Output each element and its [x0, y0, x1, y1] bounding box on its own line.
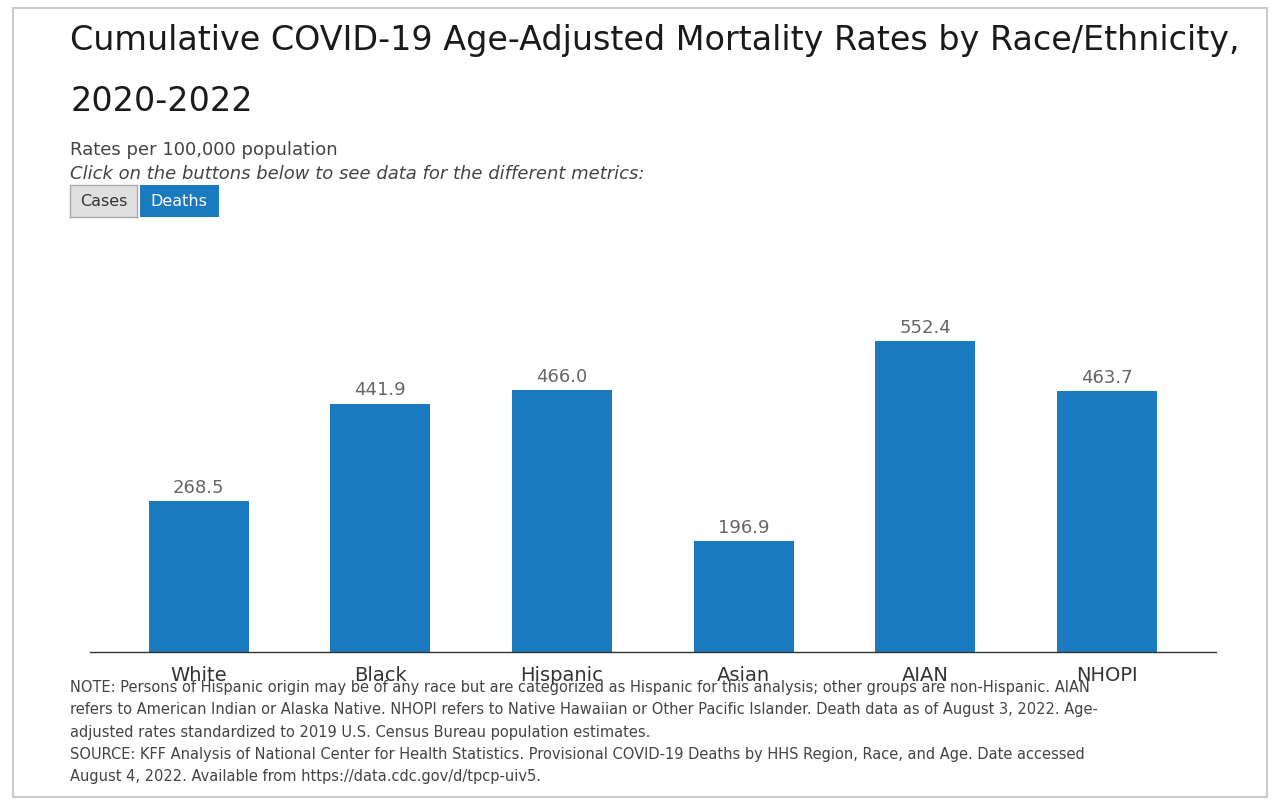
Bar	[148, 501, 248, 652]
Text: Cases: Cases	[79, 194, 128, 208]
Text: 2020-2022: 2020-2022	[70, 85, 253, 118]
Text: Deaths: Deaths	[151, 194, 207, 208]
Text: Cumulative COVID-19 Age-Adjusted Mortality Rates by Race/Ethnicity,: Cumulative COVID-19 Age-Adjusted Mortali…	[70, 24, 1240, 57]
Text: 441.9: 441.9	[355, 381, 406, 399]
Text: 466.0: 466.0	[536, 368, 588, 386]
Bar	[512, 390, 612, 652]
Bar	[330, 403, 430, 652]
Bar	[876, 341, 975, 652]
Text: Rates per 100,000 population: Rates per 100,000 population	[70, 141, 338, 159]
Text: Click on the buttons below to see data for the different metrics:: Click on the buttons below to see data f…	[70, 165, 645, 183]
Bar	[1057, 391, 1157, 652]
Text: 463.7: 463.7	[1082, 369, 1133, 387]
Text: NOTE: Persons of Hispanic origin may be of any race but are categorized as Hispa: NOTE: Persons of Hispanic origin may be …	[70, 680, 1098, 784]
Text: 268.5: 268.5	[173, 479, 224, 497]
Text: 196.9: 196.9	[718, 519, 769, 537]
Text: 552.4: 552.4	[900, 319, 951, 337]
Bar	[694, 541, 794, 652]
